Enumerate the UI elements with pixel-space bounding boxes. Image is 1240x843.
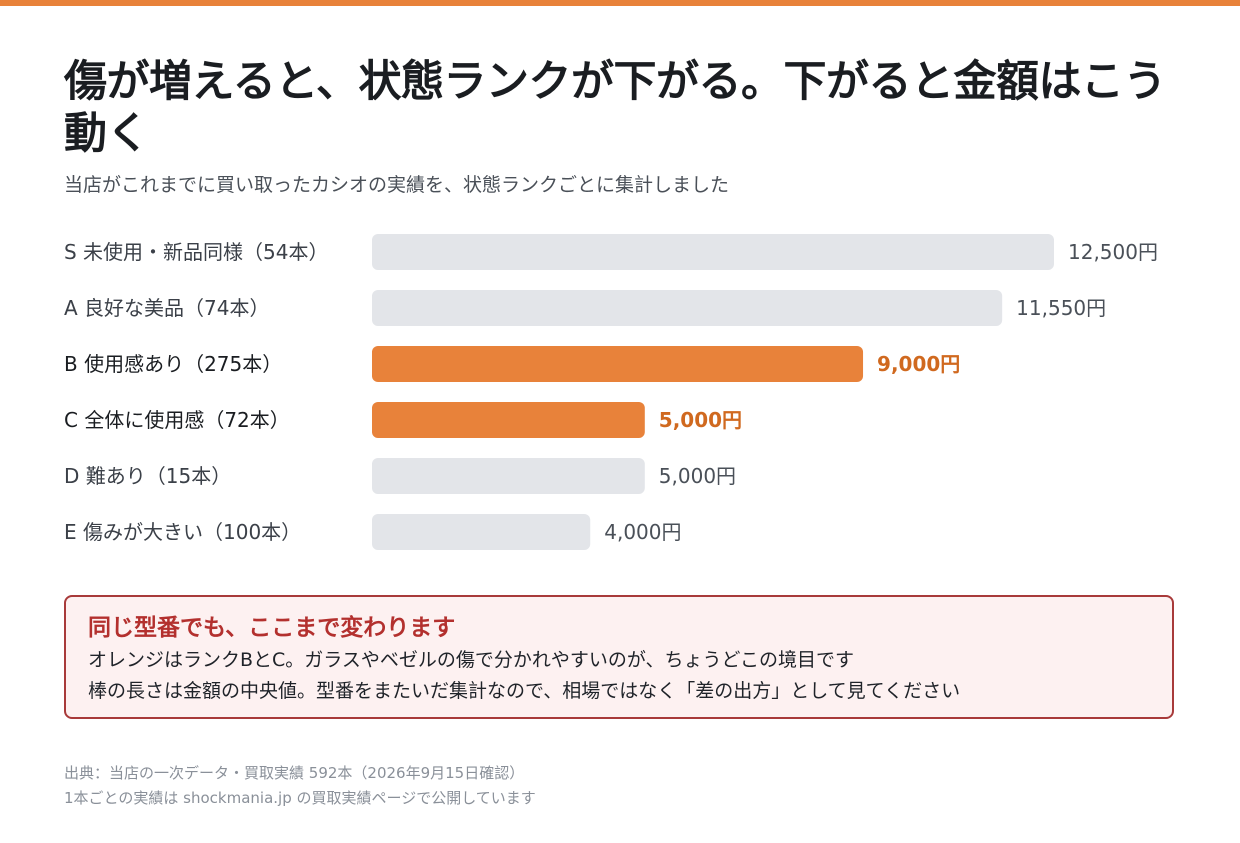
value-label: 9,000円 <box>877 352 960 376</box>
callout-title: 同じ型番でも、ここまで変わります <box>88 615 456 641</box>
footer: 出典：当店の一次データ・買取実績 592本（2026年9月15日確認） 1本ごと… <box>64 761 536 811</box>
bar-chart: S 未使用・新品同様（54本） 12,500円 A 良好な美品（74本） 11,550… <box>64 234 1158 550</box>
bar <box>372 458 645 494</box>
bar <box>372 514 591 550</box>
callout-line-1: オレンジはランクBとC。ガラスやベゼルの傷で分かれやすいのが、ちょうどこの境目で… <box>88 649 854 671</box>
footer-note: 1本ごとの実績は shockmania.jp の買取実績ページで公開しています <box>64 789 536 807</box>
category-label: C 全体に使用感（72本） <box>64 408 290 432</box>
category-label: A 良好な美品（74本） <box>64 296 270 320</box>
page-title: 傷が増えると、状態ランクが下がる。下がると金額はこう動く <box>64 57 1167 159</box>
bar <box>372 402 645 438</box>
callout-line-2: 棒の長さは金額の中央値。型番をまたいだ集計なので、相場ではなく「差の出方」として… <box>88 680 961 702</box>
footer-source: 出典：当店の一次データ・買取実績 592本（2026年9月15日確認） <box>64 764 525 782</box>
bar <box>372 290 1003 326</box>
bar <box>372 346 864 382</box>
value-label: 4,000円 <box>604 520 681 544</box>
accent-top-bar <box>0 0 1240 6</box>
value-label: 5,000円 <box>659 408 742 432</box>
page-subtitle: 当店がこれまでに買い取ったカシオの実績を、状態ランクごとに集計しました <box>64 174 730 196</box>
category-label: D 難あり（15本） <box>64 464 231 488</box>
value-label: 5,000円 <box>659 464 736 488</box>
bar <box>372 234 1054 270</box>
value-label: 11,550円 <box>1016 296 1106 320</box>
category-label: E 傷みが大きい（100本） <box>64 520 301 544</box>
value-label: 12,500円 <box>1068 240 1158 264</box>
callout-box: 同じ型番でも、ここまで変わります オレンジはランクBとC。ガラスやベゼルの傷で分… <box>64 595 1174 719</box>
category-label: S 未使用・新品同様（54本） <box>64 240 329 264</box>
category-label: B 使用感あり（275本） <box>64 352 282 376</box>
